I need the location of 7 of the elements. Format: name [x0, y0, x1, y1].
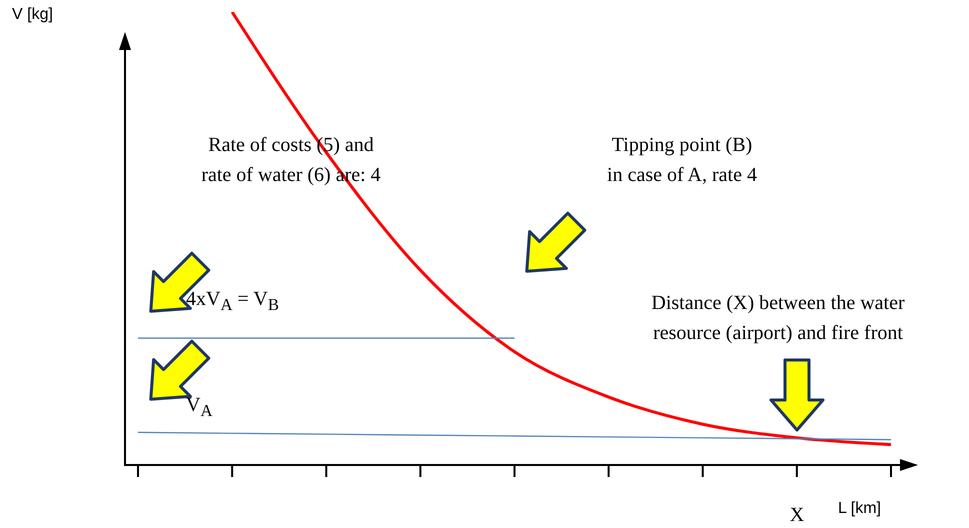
- annotation: Distance (X) between the water resource (airport) and fire front: [650, 291, 906, 346]
- annotation: 4xV$_{A}$ = V$_{B}$: [186, 287, 280, 316]
- x-axis-title: L [km]: [838, 500, 881, 518]
- text: X: [788, 503, 806, 528]
- annotation: Tipping point (B) in case of A, rate 4: [606, 133, 758, 188]
- annotation: V$_{A}$: [186, 393, 214, 422]
- y-axis-title: V [kg]: [12, 6, 53, 24]
